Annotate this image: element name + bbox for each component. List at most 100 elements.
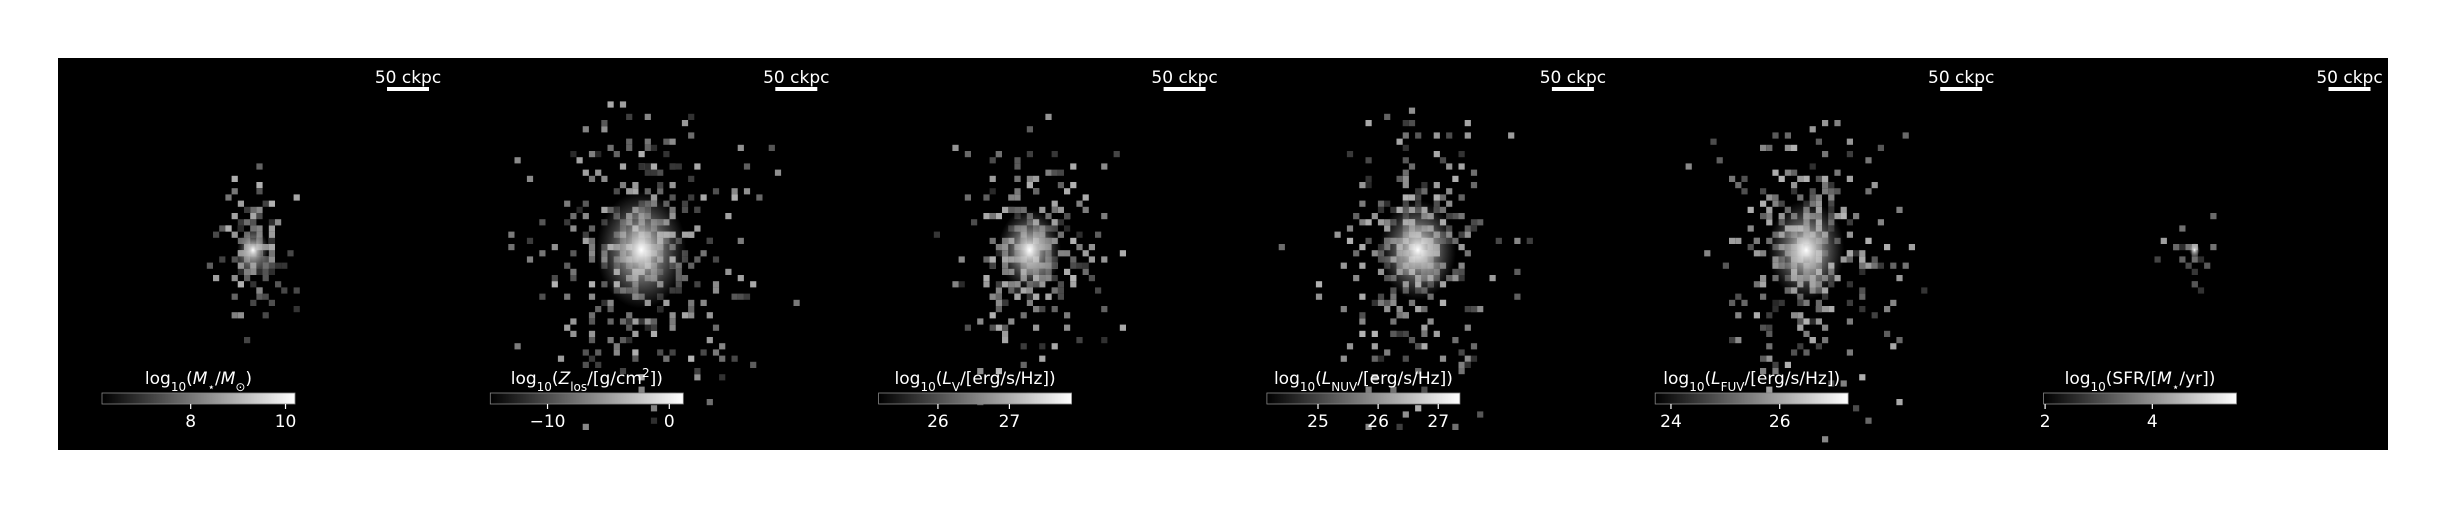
pixel — [1772, 200, 1779, 207]
pixel — [1371, 250, 1378, 257]
label-part: /[g/cm — [587, 369, 642, 389]
pixel — [1778, 200, 1785, 207]
pixel — [582, 213, 589, 220]
label-part: L — [1711, 369, 1720, 389]
pixel — [719, 355, 726, 362]
pixel — [983, 213, 990, 220]
pixel — [1753, 250, 1760, 257]
colorbar-tick-label: 4 — [2147, 412, 2158, 432]
colorbar-label: log10(LFUV/[erg/s/Hz]) — [1663, 369, 1840, 394]
pixel — [225, 225, 232, 232]
pixel — [1747, 206, 1754, 213]
pixel — [983, 281, 990, 288]
pixel — [1377, 293, 1385, 300]
colorbar-tick-label: 0 — [664, 412, 675, 432]
pixel — [588, 293, 596, 300]
pixel — [1070, 262, 1077, 269]
pixel — [1051, 206, 1058, 213]
pixel — [1458, 151, 1465, 158]
pixel — [237, 312, 244, 319]
pixel — [1815, 306, 1822, 313]
pixel — [601, 281, 608, 288]
pixel — [1076, 231, 1083, 238]
pixel — [1396, 175, 1403, 182]
galaxy-core — [998, 209, 1062, 291]
pixel — [681, 200, 689, 207]
pixel — [1760, 281, 1767, 288]
pixel — [1057, 281, 1064, 288]
pixel — [293, 194, 300, 201]
pixel — [1760, 188, 1767, 195]
pixel — [213, 231, 220, 238]
pixel — [256, 268, 263, 275]
pixel — [1853, 250, 1860, 257]
pixel — [1014, 188, 1021, 195]
pixel — [1809, 194, 1816, 201]
pixel — [1119, 250, 1126, 257]
pixel — [700, 299, 707, 306]
pixel — [1033, 293, 1040, 300]
pixel — [1871, 256, 1878, 263]
pixel — [1766, 386, 1773, 393]
pixel — [1458, 368, 1465, 375]
pixel — [619, 318, 627, 325]
pixel — [958, 281, 965, 288]
pixel — [1359, 244, 1366, 251]
pixel — [268, 231, 275, 238]
label-part: log — [145, 369, 171, 389]
pixel — [601, 175, 608, 182]
pixel — [1384, 349, 1391, 356]
pixel — [1057, 219, 1064, 226]
pixel — [1051, 275, 1058, 282]
pixel — [1082, 194, 1089, 201]
pixel — [1865, 157, 1872, 164]
pixel — [1458, 194, 1465, 201]
pixel — [1408, 163, 1416, 170]
pixel — [1371, 374, 1378, 381]
pixel — [1704, 250, 1711, 257]
pixel — [1722, 262, 1729, 269]
pixel — [731, 355, 738, 362]
pixel — [1101, 213, 1108, 220]
pixel — [1359, 219, 1366, 226]
pixel — [1402, 194, 1409, 201]
pixel — [1371, 213, 1378, 220]
pixel — [1772, 368, 1779, 375]
pixel — [1020, 287, 1027, 294]
pixel — [595, 306, 602, 313]
pixel — [262, 200, 269, 207]
pixel — [588, 237, 596, 244]
pixel — [1396, 138, 1403, 145]
colorbar-label: log10(Zlos/[g/cm2]) — [511, 366, 663, 394]
colorbar-tick-label: 8 — [185, 412, 196, 432]
pixel — [1871, 262, 1878, 269]
pixel — [231, 312, 238, 319]
pixel — [1390, 386, 1397, 393]
label-part: log — [2065, 369, 2091, 389]
panel: 50 ckpc log10(SFR/[M⋆/yr]) 2 4 — [2040, 68, 2383, 432]
pixel — [1088, 244, 1095, 251]
pixel — [1822, 436, 1829, 443]
pixel — [650, 330, 658, 337]
pixel — [601, 299, 608, 306]
pixel — [1446, 200, 1453, 207]
pixel — [657, 349, 664, 356]
pixel — [588, 330, 596, 337]
pixel — [688, 262, 695, 269]
pixel — [1346, 225, 1354, 232]
pixel — [564, 293, 571, 300]
pixel — [1458, 349, 1465, 356]
pixel — [700, 349, 707, 356]
label-part: (SFR/[ — [2106, 369, 2157, 389]
pixel — [1439, 299, 1447, 306]
pixel — [669, 163, 676, 170]
pixel — [1365, 219, 1372, 226]
pixel — [1359, 330, 1366, 337]
pixel — [1464, 306, 1471, 313]
pixel — [588, 312, 596, 319]
pixel — [1439, 206, 1447, 213]
label-part: /[erg/s/Hz]) — [1357, 369, 1453, 389]
pixel — [977, 318, 984, 325]
pixel — [644, 169, 651, 176]
pixel — [1729, 175, 1736, 182]
